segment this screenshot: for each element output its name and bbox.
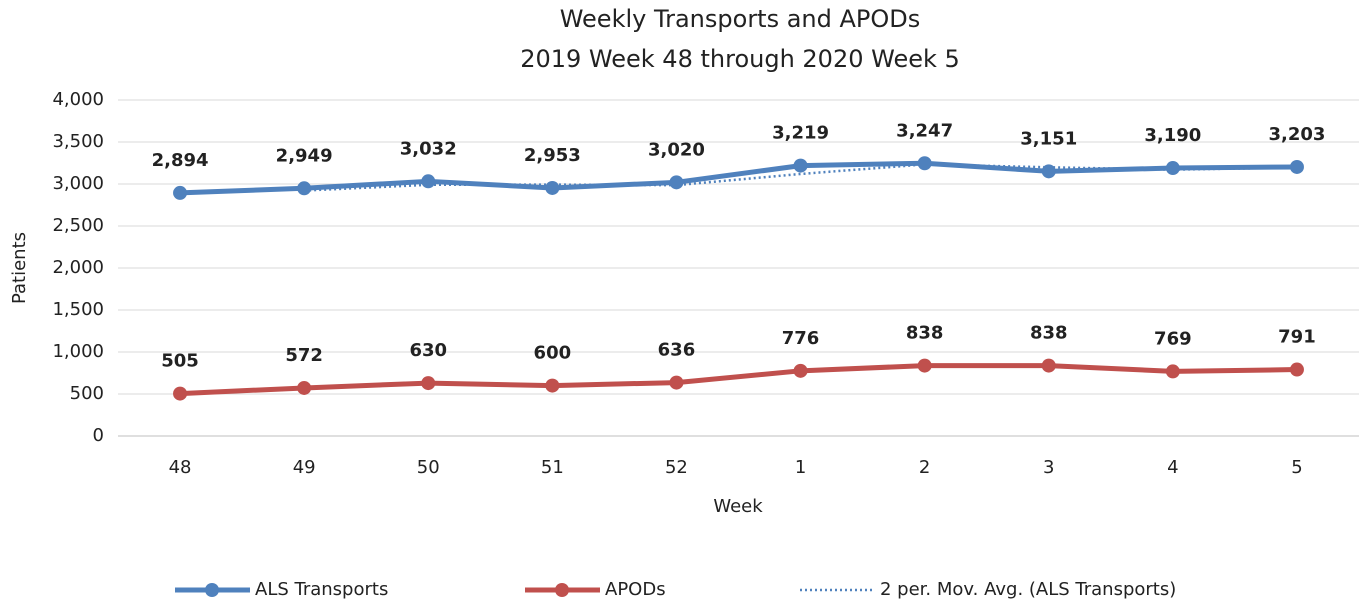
x-tick-label: 48	[169, 457, 192, 478]
x-tick-label: 51	[541, 457, 564, 478]
legend-marker	[555, 583, 569, 597]
x-axis-label: Week	[713, 496, 763, 517]
data-label: 572	[285, 345, 323, 366]
data-point	[297, 181, 312, 196]
x-tick-label: 52	[665, 457, 688, 478]
data-point	[297, 380, 312, 395]
data-label: 636	[658, 340, 696, 361]
data-label: 838	[906, 323, 944, 344]
x-tick-label: 5	[1291, 457, 1302, 478]
data-point	[793, 158, 808, 173]
y-tick-label: 2,500	[52, 215, 104, 236]
data-label: 3,219	[772, 123, 829, 144]
series-line	[179, 160, 1297, 196]
x-tick-label: 1	[795, 457, 806, 478]
x-tick-label: 49	[293, 457, 316, 478]
data-label: 2,894	[152, 150, 209, 171]
data-point	[1041, 358, 1056, 373]
data-point	[1289, 362, 1304, 377]
data-label: 505	[161, 351, 199, 372]
data-point	[1165, 364, 1180, 379]
legend-marker	[205, 583, 219, 597]
x-tick-label: 3	[1043, 457, 1054, 478]
data-point	[173, 185, 188, 200]
data-point	[669, 375, 684, 390]
data-point	[1289, 159, 1304, 174]
legend-label: 2 per. Mov. Avg. (ALS Transports)	[880, 579, 1176, 600]
data-label: 769	[1154, 328, 1192, 349]
data-label: 3,190	[1144, 125, 1201, 146]
series-line	[179, 363, 1297, 397]
data-point	[421, 376, 436, 391]
y-tick-label: 3,500	[52, 131, 104, 152]
y-tick-label: 500	[70, 383, 104, 404]
data-point	[545, 378, 560, 393]
x-tick-label: 50	[417, 457, 440, 478]
data-point	[421, 174, 436, 189]
data-label: 2,953	[524, 145, 581, 166]
y-tick-label: 3,000	[52, 173, 104, 194]
legend-label: ALS Transports	[255, 579, 388, 600]
data-label: 776	[782, 328, 820, 349]
y-tick-label: 4,000	[52, 89, 104, 110]
y-tick-label: 1,500	[52, 299, 104, 320]
data-label: 600	[534, 343, 572, 364]
data-point	[917, 156, 932, 171]
data-label: 791	[1278, 327, 1316, 348]
data-point	[793, 363, 808, 378]
y-tick-label: 1,000	[52, 341, 104, 362]
data-label: 838	[1030, 323, 1068, 344]
data-label: 3,203	[1268, 124, 1325, 145]
y-axis-label: Patients	[9, 232, 30, 304]
data-label: 2,949	[276, 145, 333, 166]
data-label: 3,247	[896, 120, 953, 141]
y-tick-label: 0	[93, 425, 104, 446]
data-point	[173, 386, 188, 401]
data-point	[545, 180, 560, 195]
x-tick-label: 2	[919, 457, 930, 478]
data-point	[1165, 161, 1180, 176]
data-point	[917, 358, 932, 373]
data-label: 3,020	[648, 139, 705, 160]
data-label: 3,151	[1020, 128, 1077, 149]
data-point	[1041, 164, 1056, 179]
data-label: 630	[409, 340, 447, 361]
data-point	[669, 175, 684, 190]
x-tick-label: 4	[1167, 457, 1178, 478]
chart-subtitle: 2019 Week 48 through 2020 Week 5	[520, 45, 960, 73]
data-label: 3,032	[400, 138, 457, 159]
legend-label: APODs	[605, 579, 666, 600]
chart-title: Weekly Transports and APODs	[560, 5, 921, 33]
y-tick-label: 2,000	[52, 257, 104, 278]
